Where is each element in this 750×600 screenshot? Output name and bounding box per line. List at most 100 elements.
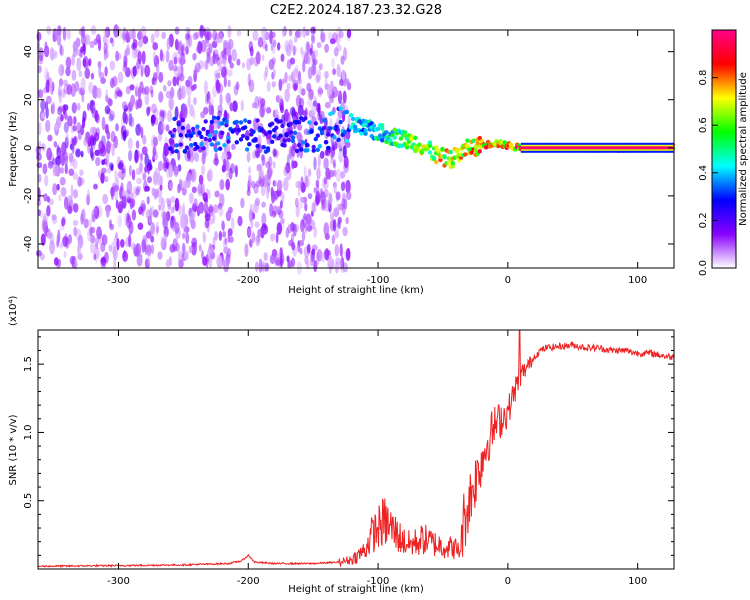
noise-mark xyxy=(57,229,61,243)
noise-mark xyxy=(263,252,268,262)
noise-mark xyxy=(302,26,307,38)
ridge-mark xyxy=(288,121,293,127)
noise-mark xyxy=(43,87,48,94)
noise-mark xyxy=(58,89,62,104)
noise-mark xyxy=(45,79,51,93)
noise-mark xyxy=(248,80,252,88)
noise-mark xyxy=(281,114,285,126)
noise-mark xyxy=(274,254,278,267)
noise-mark xyxy=(325,167,331,180)
ridge-mark xyxy=(388,138,393,143)
noise-mark xyxy=(152,136,158,147)
noise-mark xyxy=(212,236,216,251)
noise-mark xyxy=(177,258,181,268)
noise-mark xyxy=(146,196,150,205)
noise-mark xyxy=(62,236,69,247)
noise-mark xyxy=(105,49,109,59)
noise-mark xyxy=(152,146,157,156)
noise-mark xyxy=(156,63,160,75)
noise-mark xyxy=(117,89,122,97)
noise-mark xyxy=(207,168,213,182)
noise-mark xyxy=(274,109,279,120)
ridge-mark xyxy=(350,116,356,122)
noise-mark xyxy=(193,97,197,106)
noise-mark xyxy=(121,167,125,174)
noise-mark xyxy=(99,148,103,157)
noise-mark xyxy=(181,45,185,56)
noise-mark xyxy=(67,205,73,215)
noise-mark xyxy=(210,246,215,255)
noise-mark xyxy=(255,180,261,188)
noise-mark xyxy=(183,226,187,238)
noise-mark xyxy=(128,113,133,127)
noise-mark xyxy=(211,211,216,225)
ridge-mark xyxy=(307,120,312,125)
ridge-mark xyxy=(220,130,225,136)
noise-mark xyxy=(104,176,109,183)
noise-mark xyxy=(259,98,266,107)
noise-mark xyxy=(315,190,321,205)
ridge-mark xyxy=(178,133,183,138)
noise-mark xyxy=(342,145,347,159)
noise-mark xyxy=(166,50,171,61)
noise-mark xyxy=(291,46,298,53)
noise-mark xyxy=(191,237,198,248)
x-tick-label: -100 xyxy=(367,576,390,587)
noise-mark xyxy=(90,72,95,80)
ridge-mark xyxy=(199,141,204,147)
noise-mark xyxy=(207,97,214,106)
noise-mark xyxy=(319,114,323,124)
noise-mark xyxy=(331,57,335,68)
noise-mark xyxy=(130,94,136,108)
noise-mark xyxy=(278,210,284,219)
noise-mark xyxy=(168,59,174,72)
noise-mark xyxy=(202,192,208,202)
noise-mark xyxy=(305,29,310,36)
noise-mark xyxy=(157,160,164,172)
ridge-mark xyxy=(247,119,252,125)
noise-mark xyxy=(74,80,80,92)
ridge-mark xyxy=(216,115,221,121)
noise-mark xyxy=(62,26,67,41)
ridge-mark xyxy=(402,133,408,138)
noise-mark xyxy=(304,202,308,212)
snr-ylabel: SNR (10 * v/v) xyxy=(8,414,19,485)
noise-mark xyxy=(141,146,148,156)
noise-mark xyxy=(203,28,207,37)
colorbar-tick-label: 0.8 xyxy=(698,70,709,86)
ridge-mark xyxy=(436,148,441,153)
noise-mark xyxy=(272,68,276,79)
ridge-mark xyxy=(255,118,260,123)
noise-mark xyxy=(240,99,244,112)
snr-frame xyxy=(37,329,675,570)
noise-mark xyxy=(248,209,253,222)
noise-mark xyxy=(259,263,265,272)
noise-mark xyxy=(152,209,159,218)
ridge-mark xyxy=(294,148,300,154)
noise-mark xyxy=(300,46,304,55)
snr-y-multiplier: (x10⁴) xyxy=(8,295,19,326)
ridge-mark xyxy=(243,118,248,123)
ridge-mark xyxy=(274,125,279,130)
noise-mark xyxy=(158,73,163,83)
snr-background xyxy=(38,330,674,569)
ridge-mark xyxy=(174,143,179,148)
ridge-mark xyxy=(263,131,269,136)
noise-mark xyxy=(231,143,236,150)
ridge-mark xyxy=(380,138,385,143)
noise-mark xyxy=(194,31,200,39)
ridge-mark xyxy=(199,134,204,140)
ridge-mark xyxy=(209,142,215,147)
noise-mark xyxy=(158,91,164,103)
noise-mark xyxy=(219,179,225,191)
ridge-mark xyxy=(182,148,188,154)
noise-mark xyxy=(72,189,79,199)
x-tick-label: 0 xyxy=(505,576,511,587)
noise-mark xyxy=(331,32,338,43)
noise-mark xyxy=(119,187,123,199)
ridge-mark xyxy=(332,135,337,140)
ridge-mark xyxy=(224,119,229,124)
noise-mark xyxy=(286,255,290,263)
noise-mark xyxy=(150,33,155,44)
noise-mark xyxy=(166,169,171,179)
